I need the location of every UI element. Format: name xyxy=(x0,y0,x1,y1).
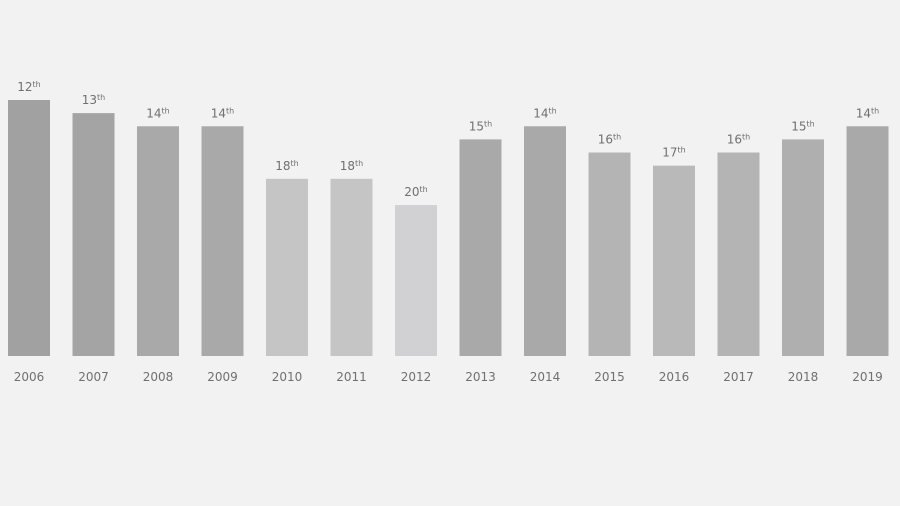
bar xyxy=(459,139,502,356)
bar xyxy=(717,152,760,356)
value-label: 14th xyxy=(856,106,880,120)
x-tick-label: 2017 xyxy=(723,370,754,384)
x-tick-label: 2011 xyxy=(336,370,367,384)
value-label: 12th xyxy=(17,80,41,94)
value-label: 15th xyxy=(791,119,815,133)
x-tick-label: 2006 xyxy=(14,370,45,384)
value-label: 16th xyxy=(727,133,751,147)
value-label: 16th xyxy=(598,133,622,147)
x-tick-label: 2013 xyxy=(465,370,496,384)
x-tick-label: 2010 xyxy=(272,370,303,384)
bar xyxy=(137,126,179,356)
value-label: 14th xyxy=(533,106,557,120)
bar xyxy=(653,165,695,356)
x-tick-label: 2008 xyxy=(143,370,174,384)
bar xyxy=(395,205,437,356)
value-label: 18th xyxy=(340,159,364,173)
bar xyxy=(72,113,115,356)
value-label: 18th xyxy=(275,159,299,173)
value-label: 15th xyxy=(469,119,493,133)
bar xyxy=(588,152,631,356)
x-tick-label: 2019 xyxy=(852,370,883,384)
value-label: 20th xyxy=(404,185,428,199)
value-label: 14th xyxy=(211,106,235,120)
value-label: 17th xyxy=(662,146,686,160)
x-tick-label: 2018 xyxy=(788,370,819,384)
value-label: 14th xyxy=(146,106,170,120)
bar xyxy=(201,126,244,356)
bar xyxy=(8,100,50,356)
x-tick-label: 2009 xyxy=(207,370,238,384)
x-tick-label: 2007 xyxy=(78,370,109,384)
bar xyxy=(782,139,824,356)
bar xyxy=(524,126,566,356)
value-label: 13th xyxy=(82,93,106,107)
bar xyxy=(330,178,373,356)
x-tick-label: 2012 xyxy=(401,370,432,384)
x-tick-label: 2015 xyxy=(594,370,625,384)
bar xyxy=(266,178,308,356)
x-tick-label: 2016 xyxy=(659,370,690,384)
x-tick-label: 2014 xyxy=(530,370,561,384)
bar xyxy=(846,126,889,356)
